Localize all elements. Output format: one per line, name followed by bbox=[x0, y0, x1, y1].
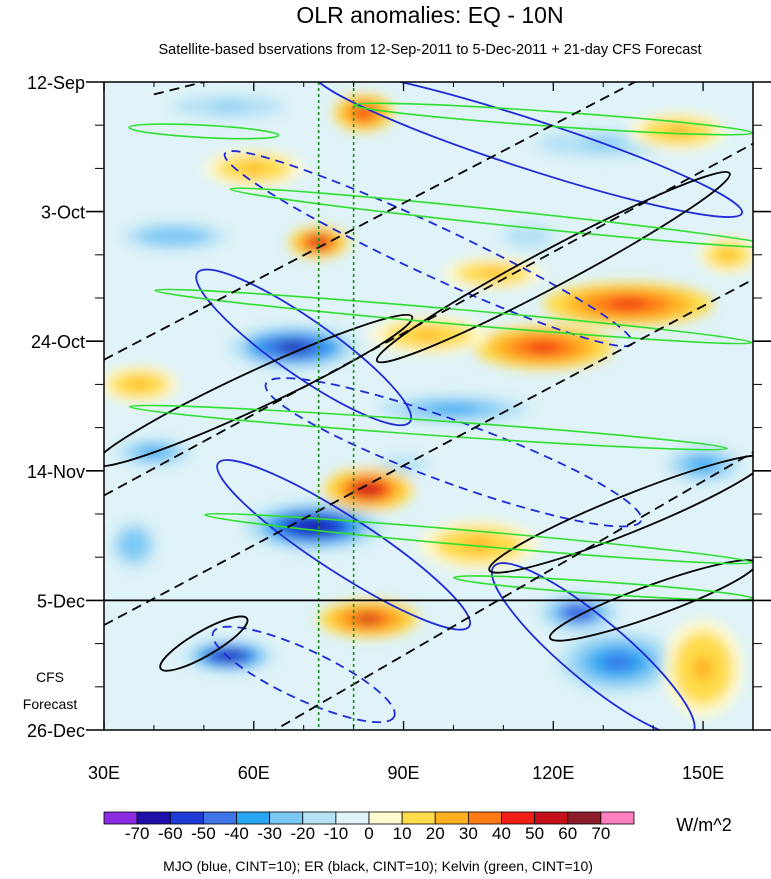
olr-blob-7-layer-1 bbox=[210, 102, 248, 111]
olr-blob-27-layer-1 bbox=[720, 250, 736, 260]
x-tick-label-60E: 60E bbox=[238, 763, 270, 783]
olr-blob-1-layer-1 bbox=[277, 341, 310, 353]
colorbar-label--10: -10 bbox=[324, 824, 349, 843]
olr-blob-25-layer-1 bbox=[128, 379, 149, 390]
olr-blob-2-layer-1 bbox=[217, 651, 241, 660]
colorbar-label-30: 30 bbox=[459, 824, 478, 843]
er-contour-d bbox=[488, 454, 753, 574]
forecast-label-forecast: Forecast bbox=[23, 696, 78, 712]
kelvin-contour-d bbox=[204, 512, 753, 565]
colorbar-swatch-11 bbox=[467, 811, 502, 825]
x-tick-label-30E: 30E bbox=[88, 763, 120, 783]
mjo-contour-g bbox=[211, 625, 396, 724]
x-tick-label-120E: 120E bbox=[532, 763, 574, 783]
colorbar-swatch-5 bbox=[269, 811, 304, 825]
olr-blob-4-layer-1 bbox=[603, 654, 634, 670]
x-tick-label-150E: 150E bbox=[682, 763, 724, 783]
colorbar-swatch-0 bbox=[103, 811, 138, 825]
er-contour-e bbox=[104, 313, 414, 468]
colorbar-label-50: 50 bbox=[525, 824, 544, 843]
kelvin-contour-a bbox=[229, 187, 753, 249]
colorbar-label--70: -70 bbox=[125, 824, 150, 843]
colorbar-label--30: -30 bbox=[257, 824, 282, 843]
colorbar-label--60: -60 bbox=[158, 824, 183, 843]
plot-frame bbox=[103, 81, 754, 731]
y-tick-label-3-Oct: 3-Oct bbox=[41, 203, 85, 223]
colorbar-swatch-12 bbox=[501, 811, 536, 825]
er-diagonal-1 bbox=[104, 142, 753, 497]
olr-blob-13-layer-1 bbox=[515, 230, 541, 243]
olr-blob-14-layer-1 bbox=[311, 238, 327, 247]
er-diagonal-3 bbox=[273, 451, 753, 730]
y-tick-label-24-Oct: 24-Oct bbox=[31, 332, 85, 352]
colorbar-units: W/m^2 bbox=[676, 815, 731, 835]
colorbar-swatch-9 bbox=[401, 811, 436, 825]
olr-blob-5-layer-1 bbox=[428, 404, 479, 414]
olr-blob-24-layer-1 bbox=[693, 655, 714, 681]
colorbar-swatch-1 bbox=[136, 811, 171, 825]
er-diagonal-2 bbox=[104, 278, 753, 626]
colorbar-swatch-15 bbox=[600, 811, 635, 825]
kelvin-contour-f bbox=[128, 123, 280, 140]
y-tick-label-14-Nov: 14-Nov bbox=[27, 462, 85, 482]
mjo-contour-d bbox=[313, 82, 744, 218]
olr-blob-17-layer-1 bbox=[356, 614, 382, 624]
x-tick-label-90E: 90E bbox=[388, 763, 420, 783]
colorbar-swatch-4 bbox=[236, 811, 271, 825]
colorbar-swatch-8 bbox=[368, 811, 403, 825]
y-tick-label-26-Dec: 26-Dec bbox=[27, 721, 85, 741]
colorbar-label--40: -40 bbox=[224, 824, 249, 843]
colorbar-swatch-3 bbox=[202, 811, 237, 825]
olr-blob-23-layer-1 bbox=[463, 538, 494, 552]
x-axis: 30E 60E 90E 120E 150E bbox=[88, 82, 724, 783]
mjo-contour-a bbox=[195, 268, 413, 427]
er-contour-a bbox=[375, 171, 731, 364]
olr-blob-6-layer-1 bbox=[156, 231, 192, 241]
kelvin-contour-c bbox=[128, 404, 729, 451]
colorbar-label-60: 60 bbox=[558, 824, 577, 843]
olr-blob-12-layer-1 bbox=[126, 537, 142, 553]
reference-lines bbox=[317, 82, 355, 730]
olr-blob-10-layer-1 bbox=[690, 458, 716, 471]
olr-blob-18-layer-1 bbox=[606, 298, 650, 310]
colorbar-swatch-14 bbox=[567, 811, 602, 825]
y-tick-label-12-Sep: 12-Sep bbox=[27, 73, 85, 93]
colorbar-swatch-10 bbox=[434, 811, 469, 825]
y-axis: 12-Sep 3-Oct 24-Oct 14-Nov 5-Dec 26-Dec bbox=[27, 73, 771, 741]
colorbar-swatch-2 bbox=[169, 811, 204, 825]
chart-title: OLR anomalies: EQ - 10N bbox=[296, 2, 564, 28]
mjo-contour-c bbox=[490, 562, 696, 730]
colorbar-label--50: -50 bbox=[191, 824, 216, 843]
colorbar-label-40: 40 bbox=[492, 824, 511, 843]
olr-blob-15-layer-1 bbox=[356, 108, 372, 118]
er-contour-c bbox=[159, 615, 249, 672]
colorbar-label-0: 0 bbox=[364, 824, 373, 843]
y-tick-label-5-Dec: 5-Dec bbox=[37, 591, 85, 611]
colorbar-label-70: 70 bbox=[591, 824, 610, 843]
kelvin-contour-b bbox=[154, 288, 753, 345]
olr-blob-20-layer-1 bbox=[413, 330, 444, 340]
colorbar: -70 -60 -50 -40 -30 -20 -10 0 10 20 30 40 50 60 70 bbox=[103, 811, 635, 843]
olr-blob-3-layer-1 bbox=[568, 608, 589, 618]
contour-legend: MJO (blue, CINT=10); ER (black, CINT=10)… bbox=[163, 858, 593, 874]
colorbar-swatch-6 bbox=[302, 811, 337, 825]
olr-blob-19-layer-1 bbox=[525, 341, 561, 353]
colorbar-label-10: 10 bbox=[393, 824, 412, 843]
chart-subtitle: Satellite-based bservations from 12-Sep-… bbox=[158, 42, 702, 58]
forecast-label-cfs: CFS bbox=[36, 669, 64, 685]
colorbar-swatch-13 bbox=[534, 811, 569, 825]
colorbar-label-20: 20 bbox=[426, 824, 445, 843]
olr-blob-26-layer-1 bbox=[241, 163, 267, 174]
colorbar-swatch-7 bbox=[335, 811, 370, 825]
colorbar-label--20: -20 bbox=[290, 824, 315, 843]
